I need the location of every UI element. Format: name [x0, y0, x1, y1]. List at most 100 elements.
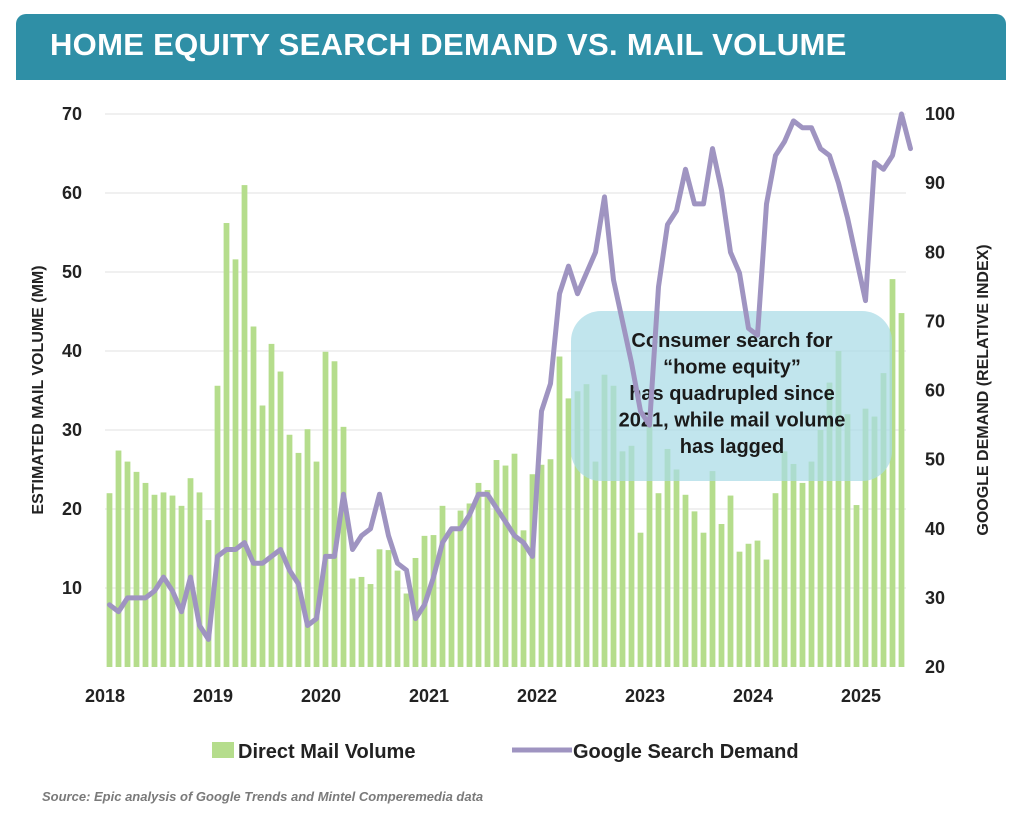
bar: [817, 430, 824, 667]
bar: [349, 578, 356, 667]
bar: [835, 351, 842, 667]
bar: [475, 482, 482, 667]
bar: [898, 313, 905, 667]
right-tick-label: 40: [925, 519, 945, 539]
x-tick-label: 2021: [409, 686, 449, 706]
right-tick-label: 30: [925, 588, 945, 608]
bar: [610, 385, 617, 667]
bar: [709, 471, 716, 667]
right-axis-ticks: 20 30 40 50 60 70 80 90 100: [925, 104, 955, 677]
bar: [115, 450, 122, 667]
legend-label-line: Google Search Demand: [573, 741, 799, 763]
bar: [457, 510, 464, 667]
bar: [385, 550, 392, 667]
bar: [196, 492, 203, 667]
bar: [871, 416, 878, 667]
left-axis-ticks: 10 20 30 40 50 60 70: [62, 104, 82, 598]
bar: [232, 259, 239, 667]
bar: [844, 414, 851, 667]
bar: [394, 570, 401, 667]
legend: Direct Mail Volume Google Search Demand: [212, 741, 799, 763]
bar: [727, 495, 734, 667]
right-tick-label: 50: [925, 450, 945, 470]
bar: [772, 493, 779, 667]
bar: [628, 445, 635, 667]
bar: [700, 532, 707, 667]
right-tick-label: 90: [925, 173, 945, 193]
bar: [169, 495, 176, 667]
bar: [304, 429, 311, 667]
right-axis-title: GOOGLE DEMAND (RELATIVE INDEX): [975, 244, 992, 535]
bar: [889, 279, 896, 667]
legend-label-bar: Direct Mail Volume: [238, 741, 415, 763]
bar: [529, 474, 536, 667]
left-tick-label: 50: [62, 262, 82, 282]
bar: [682, 494, 689, 667]
bar: [313, 461, 320, 667]
bar: [664, 448, 671, 667]
bar: [151, 494, 158, 667]
bar: [592, 461, 599, 667]
bar: [250, 326, 257, 667]
annotation-line: 2021, while mail volume: [619, 410, 846, 432]
bar-series: [106, 185, 905, 667]
bar: [511, 453, 518, 667]
annotation-line: has quadrupled since: [629, 383, 835, 405]
bar: [331, 361, 338, 667]
bar: [547, 459, 554, 667]
bar: [736, 551, 743, 667]
x-tick-label: 2018: [85, 686, 125, 706]
x-tick-label: 2023: [625, 686, 665, 706]
x-tick-label: 2022: [517, 686, 557, 706]
bar: [646, 415, 653, 667]
bar: [259, 405, 266, 667]
left-tick-label: 20: [62, 499, 82, 519]
bar: [655, 493, 662, 667]
left-tick-label: 70: [62, 104, 82, 124]
annotation-box: [571, 311, 892, 481]
right-tick-label: 80: [925, 242, 945, 262]
bar: [430, 535, 437, 667]
right-tick-label: 20: [925, 657, 945, 677]
bar: [448, 530, 455, 667]
left-tick-label: 30: [62, 420, 82, 440]
bar: [205, 520, 212, 667]
bar: [574, 391, 581, 667]
right-tick-label: 70: [925, 311, 945, 331]
bar: [718, 524, 725, 667]
bar: [745, 543, 752, 667]
x-axis-ticks: 2018 2019 2020 2021 2022 2023 2024 2025: [85, 686, 881, 706]
bar: [214, 385, 221, 667]
bar: [268, 343, 275, 667]
bar: [583, 384, 590, 667]
bar: [466, 503, 473, 667]
bar: [187, 478, 194, 667]
bar: [790, 463, 797, 667]
line-series: [107, 111, 913, 642]
annotation-line: has lagged: [680, 436, 784, 458]
bar: [142, 482, 149, 667]
bar: [340, 426, 347, 667]
bar: [601, 374, 608, 667]
bar: [853, 505, 860, 667]
x-tick-label: 2019: [193, 686, 233, 706]
bar: [880, 373, 887, 667]
right-tick-label: 60: [925, 381, 945, 401]
left-tick-label: 40: [62, 341, 82, 361]
annotation-line: Consumer search for: [631, 330, 832, 352]
bar: [673, 469, 680, 667]
bar: [376, 549, 383, 667]
annotation: Consumer search for “home equity” has quad…: [571, 311, 892, 481]
bar: [808, 461, 815, 667]
title-banner: HOME EQUITY SEARCH DEMAND VS. MAIL VOLUM…: [16, 14, 1006, 80]
bar: [277, 371, 284, 667]
bar: [799, 482, 806, 667]
bar: [781, 451, 788, 667]
bar: [565, 398, 572, 667]
bar: [619, 451, 626, 667]
bar: [556, 356, 563, 667]
bar: [295, 452, 302, 667]
bar: [241, 185, 248, 667]
x-tick-label: 2020: [301, 686, 341, 706]
